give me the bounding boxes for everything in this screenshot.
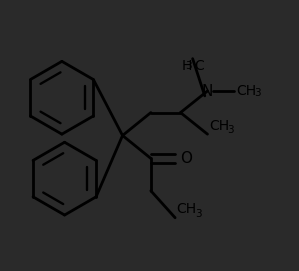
Text: O: O [181,151,193,166]
Text: 3: 3 [227,125,234,135]
Text: CH: CH [209,119,229,133]
Text: CH: CH [176,202,196,216]
Text: CH: CH [236,84,256,98]
Text: H: H [182,59,192,73]
Text: N: N [202,83,213,99]
Text: 3: 3 [185,61,192,71]
Text: 3: 3 [254,88,261,98]
Text: 3: 3 [195,209,202,218]
Text: C: C [194,59,204,73]
